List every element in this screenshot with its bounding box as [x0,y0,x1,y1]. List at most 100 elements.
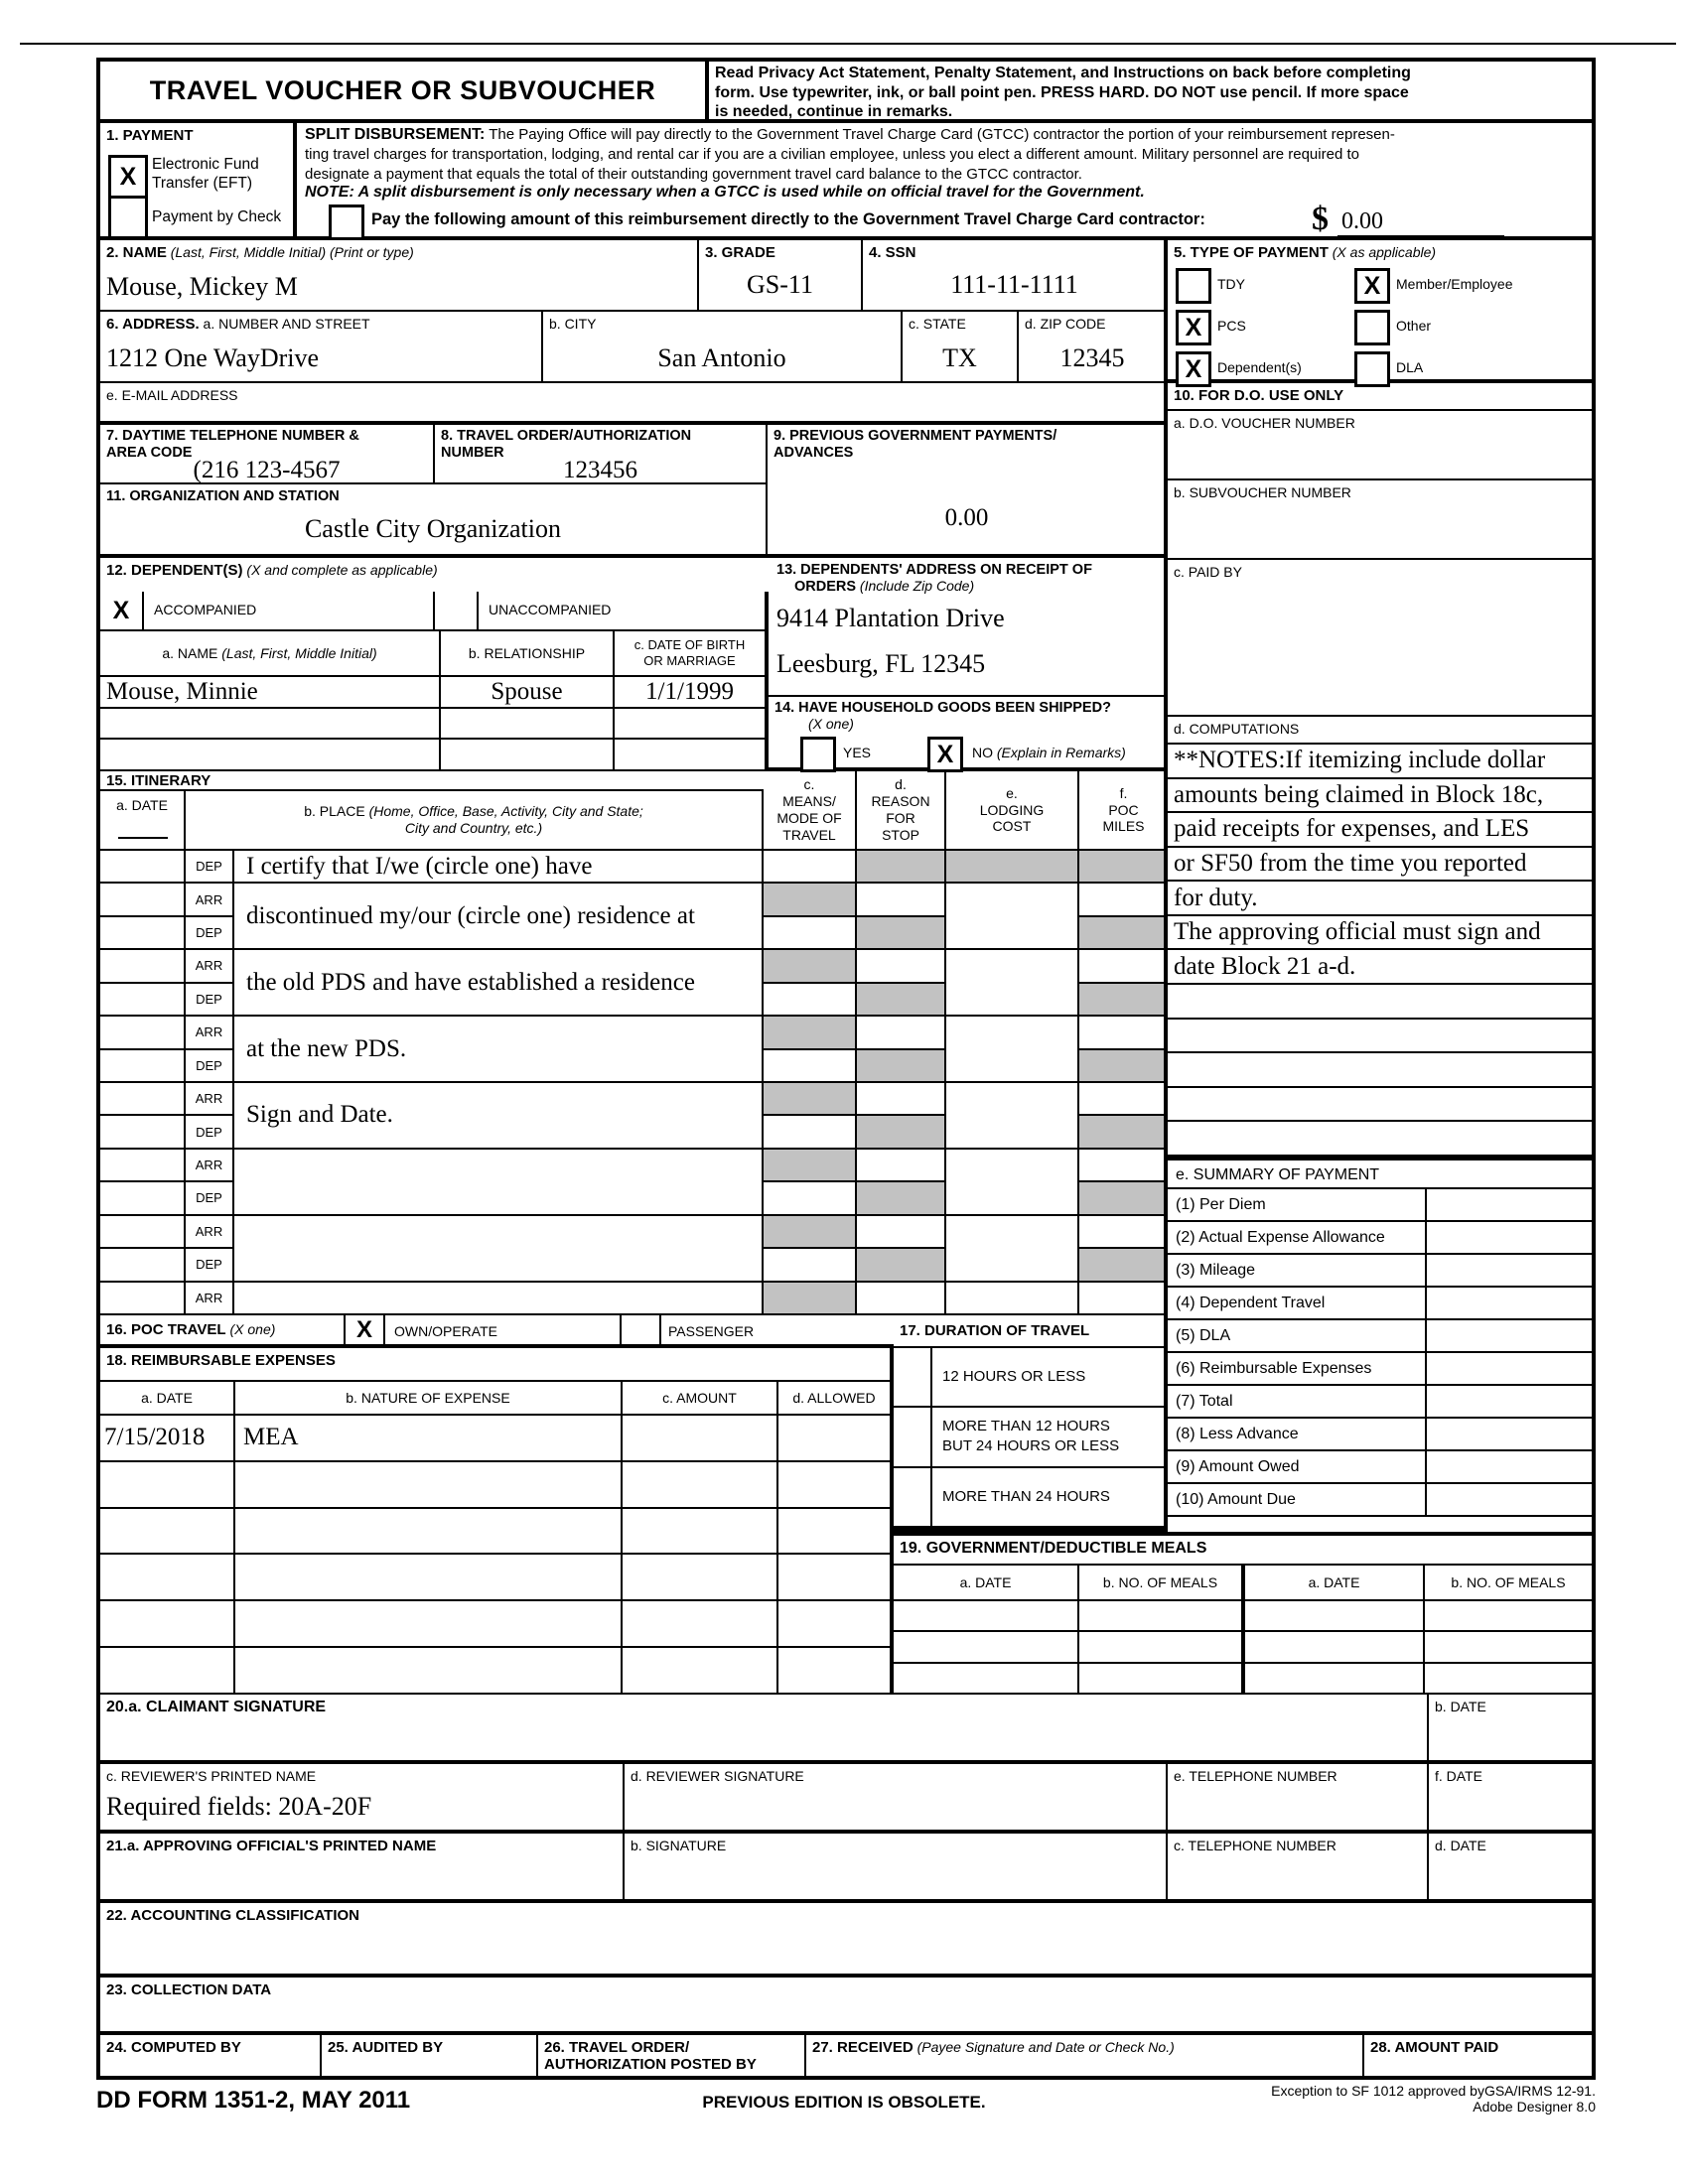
computations-line[interactable]: date Block 21 a-d. [1168,950,1592,986]
summary-item-value[interactable] [1427,1386,1592,1419]
itinerary-date-cell[interactable] [100,1082,186,1117]
itinerary-poc-cell[interactable] [1079,1149,1168,1183]
itinerary-poc-cell[interactable] [1079,1116,1168,1150]
meals-date-cell[interactable] [1245,1601,1425,1633]
summary-item-value[interactable] [1427,1419,1592,1451]
duration-checkbox[interactable] [894,1408,932,1468]
itinerary-reason-cell[interactable] [857,1082,946,1117]
itinerary-place-cell[interactable] [234,1215,764,1283]
household-no-checkbox[interactable]: X [927,737,963,772]
duration-checkbox[interactable] [894,1348,932,1409]
itinerary-lodging-cell[interactable] [946,1149,1079,1216]
itinerary-place-cell[interactable]: the old PDS and have established a resid… [234,950,764,1018]
reviewer-telephone[interactable]: e. TELEPHONE NUMBER [1168,1764,1429,1834]
expense-allowed-cell[interactable] [778,1462,890,1509]
itinerary-poc-cell[interactable] [1079,1249,1168,1283]
summary-item-value[interactable] [1427,1288,1592,1320]
itinerary-means-cell[interactable] [764,884,857,917]
itinerary-reason-cell[interactable] [857,950,946,984]
own-operate-checkbox[interactable]: X [344,1315,385,1344]
accompanied-checkbox[interactable]: X [100,592,144,631]
claimant-date[interactable]: b. DATE [1429,1695,1592,1764]
organization-value[interactable]: Castle City Organization [304,514,562,543]
summary-item-value[interactable] [1427,1353,1592,1386]
computations-line[interactable]: **NOTES:If itemizing include dollar [1168,745,1592,779]
meals-count-cell[interactable] [1079,1663,1245,1695]
itinerary-reason-cell[interactable] [857,1182,946,1216]
itinerary-poc-cell[interactable] [1079,1049,1168,1083]
itinerary-date-cell[interactable] [100,950,186,984]
computations-notes[interactable]: **NOTES:If itemizing include dollar amoun… [1168,745,1592,1157]
reviewer-signature[interactable]: d. REVIEWER SIGNATURE [625,1764,1168,1834]
meals-date-cell[interactable] [1245,1632,1425,1664]
duration-checkbox[interactable] [894,1467,932,1528]
summary-item-value[interactable] [1427,1484,1592,1517]
previous-payments-value[interactable]: 0.00 [944,504,989,531]
itinerary-poc-cell[interactable] [1079,1082,1168,1117]
expense-date-cell[interactable] [100,1648,235,1695]
amount-paid[interactable]: 28. AMOUNT PAID [1364,2035,1592,2076]
itinerary-lodging-cell[interactable] [946,1017,1079,1083]
approving-official-signature[interactable]: b. SIGNATURE [625,1834,1168,1903]
itinerary-date-cell[interactable] [100,1249,186,1283]
expense-amount-cell[interactable] [623,1508,778,1556]
expense-nature-cell[interactable] [235,1555,623,1602]
do-voucher-number[interactable]: a. D.O. VOUCHER NUMBER [1168,411,1592,480]
itinerary-place-cell[interactable]: at the new PDS. [234,1017,764,1083]
itinerary-reason-cell[interactable] [857,884,946,917]
itinerary-poc-cell[interactable] [1079,950,1168,984]
expense-amount-cell[interactable] [623,1416,778,1462]
itinerary-place-cell[interactable]: I certify that I/we (circle one) have [234,851,764,885]
travel-order-posted-by[interactable]: 26. TRAVEL ORDER/ AUTHORIZATION POSTED B… [538,2035,806,2076]
reviewer-printed-name[interactable]: c. REVIEWER'S PRINTED NAME Required fiel… [100,1764,625,1834]
expense-allowed-cell[interactable] [778,1555,890,1602]
dependent-name-cell[interactable]: Mouse, Minnie [100,677,441,709]
itinerary-means-cell[interactable] [764,916,857,951]
meals-count-cell[interactable] [1425,1632,1592,1664]
itinerary-lodging-cell[interactable] [946,950,1079,1018]
meals-count-cell[interactable] [1079,1601,1245,1633]
accounting-classification[interactable]: 22. ACCOUNTING CLASSIFICATION [100,1903,1592,1978]
computations-line[interactable] [1168,1053,1592,1088]
expense-nature-cell[interactable] [235,1601,623,1649]
computations-line[interactable]: or SF50 from the time you reported [1168,848,1592,883]
block6-email[interactable]: e. E-MAIL ADDRESS [100,383,1166,425]
itinerary-poc-cell[interactable] [1079,1017,1168,1050]
itinerary-means-cell[interactable] [764,1049,857,1083]
itinerary-means-cell[interactable] [764,983,857,1018]
passenger-checkbox[interactable] [620,1315,661,1344]
meals-date-cell[interactable] [894,1632,1079,1664]
expense-amount-cell[interactable] [623,1461,778,1509]
computations-line[interactable] [1168,985,1592,1020]
summary-item-value[interactable] [1427,1189,1592,1222]
itinerary-reason-cell[interactable] [857,1116,946,1150]
split-pay-checkbox[interactable] [329,205,364,240]
expense-amount-cell[interactable] [623,1601,778,1649]
computations-line[interactable]: for duty. [1168,882,1592,916]
itinerary-poc-cell[interactable] [1079,851,1168,885]
computations-line[interactable]: amounts being claimed in Block 18c, [1168,779,1592,814]
itinerary-means-cell[interactable] [764,1116,857,1150]
dla-checkbox[interactable] [1354,351,1390,387]
reviewer-date[interactable]: f. DATE [1429,1764,1592,1834]
dependent-dob-cell[interactable] [615,709,765,741]
itinerary-place-cell[interactable]: Sign and Date. [234,1082,764,1150]
street-value[interactable]: 1212 One WayDrive [106,343,320,372]
member-employee-checkbox[interactable]: X [1354,268,1390,304]
expense-allowed-cell[interactable] [778,1509,890,1556]
itinerary-means-cell[interactable] [764,1249,857,1283]
itinerary-poc-cell[interactable] [1079,1282,1168,1315]
dependent-relationship-cell[interactable] [441,708,615,741]
phone-value[interactable]: (216 123-4567 [193,457,341,483]
itinerary-reason-cell[interactable] [857,1282,946,1315]
itinerary-poc-cell[interactable] [1079,1182,1168,1216]
expense-allowed-cell[interactable] [778,1648,890,1695]
meals-count-cell[interactable] [1425,1601,1592,1633]
itinerary-means-cell[interactable] [764,950,857,984]
computed-by[interactable]: 24. COMPUTED BY [100,2035,322,2076]
dependent-relationship-cell[interactable]: Spouse [441,677,615,709]
itinerary-reason-cell[interactable] [857,1049,946,1083]
itinerary-date-cell[interactable] [100,983,186,1018]
itinerary-lodging-cell[interactable] [946,1082,1079,1150]
claimant-signature[interactable]: 20.a. CLAIMANT SIGNATURE [100,1695,1429,1764]
